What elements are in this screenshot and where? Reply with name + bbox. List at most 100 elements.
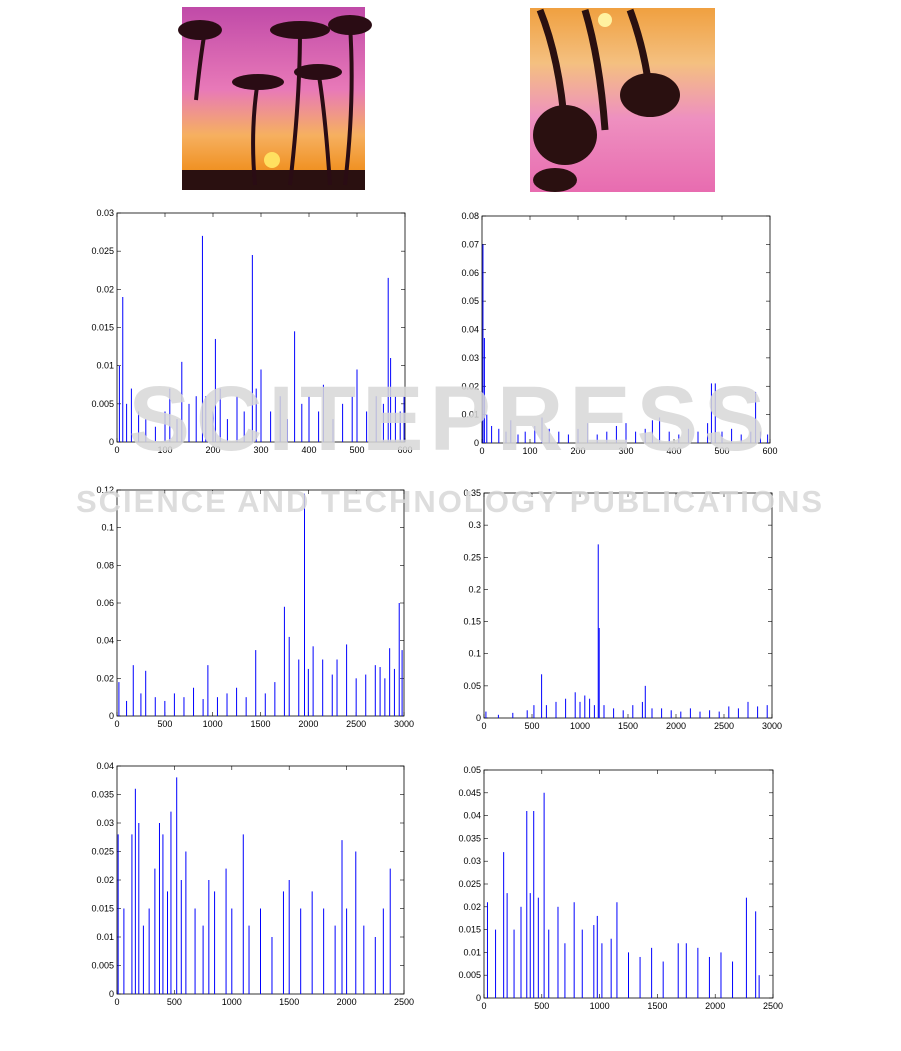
- y-tick-label: 0.08: [96, 560, 114, 570]
- y-tick-label: 0.06: [96, 598, 114, 608]
- x-tick-label: 500: [714, 446, 729, 456]
- y-tick-label: 0.04: [463, 811, 481, 821]
- y-tick-label: 0.035: [91, 790, 114, 800]
- y-tick-label: 0.025: [91, 246, 114, 256]
- x-tick-label: 1500: [618, 721, 638, 731]
- y-tick-label: 0.03: [96, 818, 114, 828]
- y-tick-label: 0.15: [463, 617, 481, 627]
- y-tick-label: 0.3: [468, 520, 481, 530]
- x-tick-label: 3000: [762, 721, 782, 731]
- y-tick-label: 0.1: [468, 649, 481, 659]
- x-tick-label: 100: [157, 445, 172, 455]
- plot-frame: [481, 215, 771, 444]
- x-tick-label: 1500: [250, 719, 270, 729]
- x-tick-label: 400: [666, 446, 681, 456]
- y-tick-label: 0.12: [96, 485, 114, 495]
- y-tick-label: 0.02: [461, 381, 479, 391]
- y-tick-label: 0.07: [461, 239, 479, 249]
- x-tick-label: 0: [114, 445, 119, 455]
- y-tick-label: 0.01: [461, 410, 479, 420]
- x-tick-label: 300: [618, 446, 633, 456]
- y-tick-label: 0.005: [458, 970, 481, 980]
- y-tick-label: 0.03: [96, 208, 114, 218]
- x-tick-label: 500: [157, 719, 172, 729]
- x-tick-label: 500: [349, 445, 364, 455]
- y-tick-label: 0.015: [458, 925, 481, 935]
- x-tick-label: 2000: [337, 997, 357, 1007]
- y-tick-label: 0.005: [91, 399, 114, 409]
- y-tick-label: 0.005: [91, 961, 114, 971]
- y-tick-label: 0.035: [458, 833, 481, 843]
- photo-left: [178, 7, 372, 190]
- y-tick-label: 0: [109, 711, 114, 721]
- y-tick-label: 0.05: [463, 765, 481, 775]
- x-tick-label: 2000: [705, 1001, 725, 1011]
- plot-frame: [116, 489, 405, 717]
- x-tick-label: 0: [114, 719, 119, 729]
- y-tick-label: 0: [109, 989, 114, 999]
- watermark-subtitle: SCIENCE AND TECHNOLOGY PUBLICATIONS: [76, 484, 824, 519]
- y-tick-label: 0: [476, 993, 481, 1003]
- y-tick-label: 0.2: [468, 584, 481, 594]
- y-tick-label: 0.02: [463, 902, 481, 912]
- x-tick-label: 2500: [763, 1001, 783, 1011]
- y-tick-label: 0.02: [96, 284, 114, 294]
- y-tick-label: 0.025: [458, 879, 481, 889]
- x-tick-label: 0: [481, 721, 486, 731]
- x-tick-label: 200: [570, 446, 585, 456]
- y-tick-label: 0.05: [463, 681, 481, 691]
- y-tick-label: 0.04: [96, 636, 114, 646]
- y-tick-label: 0.03: [463, 856, 481, 866]
- plot-frame: [483, 492, 773, 719]
- x-tick-label: 400: [301, 445, 316, 455]
- y-tick-label: 0: [109, 437, 114, 447]
- y-tick-label: 0.02: [96, 673, 114, 683]
- x-tick-label: 3000: [394, 719, 414, 729]
- x-tick-label: 2000: [666, 721, 686, 731]
- x-tick-label: 0: [481, 1001, 486, 1011]
- y-tick-label: 0.025: [91, 847, 114, 857]
- x-tick-label: 300: [253, 445, 268, 455]
- x-tick-label: 1500: [279, 997, 299, 1007]
- y-tick-label: 0.01: [463, 947, 481, 957]
- y-tick-label: 0: [474, 438, 479, 448]
- x-tick-label: 1000: [590, 1001, 610, 1011]
- y-tick-label: 0.04: [461, 325, 479, 335]
- y-tick-label: 0.05: [461, 296, 479, 306]
- y-tick-label: 0.03: [461, 353, 479, 363]
- charts: 0 0.005 0.01 0.015 0.02 0.025 0.03 0 100 200 300 40…: [91, 208, 783, 1011]
- x-tick-label: 0: [114, 997, 119, 1007]
- x-tick-label: 0: [479, 446, 484, 456]
- x-tick-label: 1000: [222, 997, 242, 1007]
- y-tick-label: 0.06: [461, 268, 479, 278]
- x-tick-label: 2500: [394, 997, 414, 1007]
- x-tick-label: 500: [534, 1001, 549, 1011]
- x-tick-label: 1000: [570, 721, 590, 731]
- y-tick-label: 0.35: [463, 488, 481, 498]
- y-tick-label: 0.04: [96, 761, 114, 771]
- x-tick-label: 1000: [203, 719, 223, 729]
- y-tick-label: 0.25: [463, 552, 481, 562]
- x-tick-label: 100: [522, 446, 537, 456]
- y-tick-label: 0.1: [101, 523, 114, 533]
- x-tick-label: 600: [397, 445, 412, 455]
- y-tick-label: 0.01: [96, 361, 114, 371]
- x-tick-label: 2500: [714, 721, 734, 731]
- x-tick-label: 2000: [298, 719, 318, 729]
- y-tick-label: 0: [476, 713, 481, 723]
- x-tick-label: 600: [762, 446, 777, 456]
- x-tick-label: 500: [167, 997, 182, 1007]
- y-tick-label: 0.045: [458, 788, 481, 798]
- y-tick-label: 0.02: [96, 875, 114, 885]
- watermark-title: SCITEPRESS: [129, 368, 772, 470]
- x-tick-label: 2500: [346, 719, 366, 729]
- photo-right: [530, 8, 715, 192]
- x-tick-label: 1500: [647, 1001, 667, 1011]
- x-tick-label: 500: [524, 721, 539, 731]
- y-tick-label: 0.015: [91, 904, 114, 914]
- y-tick-label: 0.08: [461, 211, 479, 221]
- y-tick-label: 0.015: [91, 323, 114, 333]
- y-tick-label: 0.01: [96, 932, 114, 942]
- x-tick-label: 200: [205, 445, 220, 455]
